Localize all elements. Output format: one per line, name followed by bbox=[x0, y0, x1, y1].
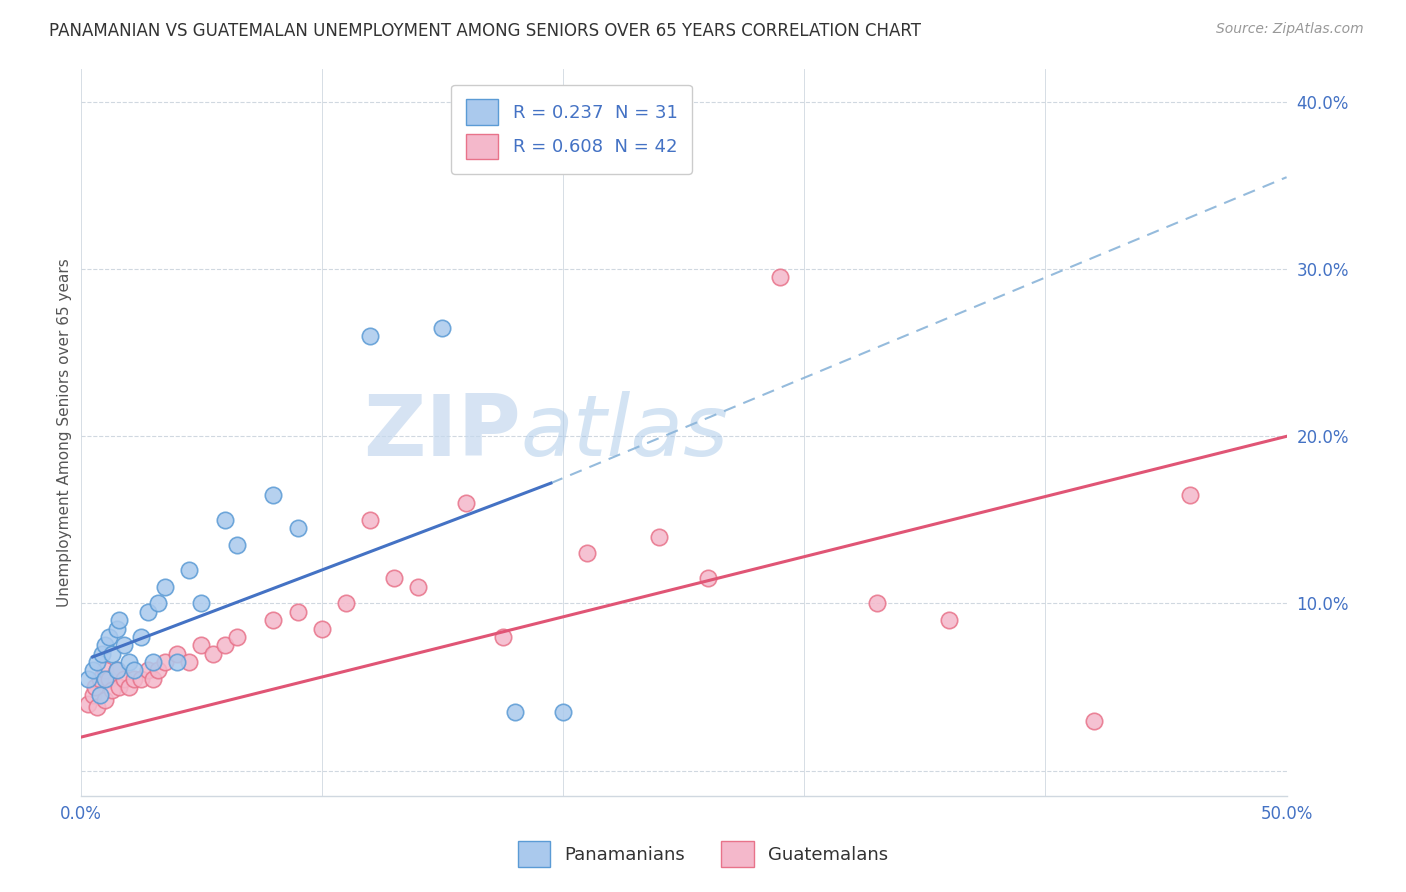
Point bbox=[129, 672, 152, 686]
Point bbox=[101, 647, 124, 661]
Point bbox=[76, 672, 98, 686]
Point bbox=[98, 672, 121, 686]
Legend: R = 0.237  N = 31, R = 0.608  N = 42: R = 0.237 N = 31, R = 0.608 N = 42 bbox=[451, 85, 692, 174]
Point bbox=[1083, 714, 1105, 728]
Point bbox=[91, 647, 114, 661]
Point bbox=[359, 329, 381, 343]
Point bbox=[108, 613, 131, 627]
Point bbox=[287, 605, 309, 619]
Point bbox=[287, 521, 309, 535]
Point bbox=[86, 700, 108, 714]
Point bbox=[136, 664, 159, 678]
Legend: Panamanians, Guatemalans: Panamanians, Guatemalans bbox=[510, 834, 896, 874]
Point bbox=[311, 622, 333, 636]
Point bbox=[177, 655, 200, 669]
Point bbox=[136, 605, 159, 619]
Point bbox=[108, 680, 131, 694]
Text: PANAMANIAN VS GUATEMALAN UNEMPLOYMENT AMONG SENIORS OVER 65 YEARS CORRELATION CH: PANAMANIAN VS GUATEMALAN UNEMPLOYMENT AM… bbox=[49, 22, 921, 40]
Point bbox=[146, 664, 169, 678]
Point bbox=[142, 655, 165, 669]
Point bbox=[432, 320, 454, 334]
Point bbox=[382, 571, 405, 585]
Point bbox=[166, 647, 188, 661]
Point bbox=[89, 689, 111, 703]
Point bbox=[166, 655, 188, 669]
Point bbox=[98, 630, 121, 644]
Point bbox=[86, 655, 108, 669]
Point bbox=[129, 630, 152, 644]
Point bbox=[406, 580, 429, 594]
Point bbox=[82, 664, 104, 678]
Point bbox=[491, 630, 513, 644]
Point bbox=[105, 664, 128, 678]
Point bbox=[122, 664, 145, 678]
Point bbox=[190, 638, 212, 652]
Point bbox=[89, 672, 111, 686]
Point bbox=[551, 705, 574, 719]
Point bbox=[938, 613, 960, 627]
Point bbox=[226, 538, 249, 552]
Point bbox=[93, 693, 115, 707]
Point bbox=[263, 488, 285, 502]
Point bbox=[576, 546, 599, 560]
Point bbox=[263, 613, 285, 627]
Point bbox=[76, 697, 98, 711]
Point bbox=[101, 683, 124, 698]
Point bbox=[202, 647, 225, 661]
Point bbox=[214, 638, 236, 652]
Point bbox=[226, 630, 249, 644]
Point bbox=[82, 689, 104, 703]
Point bbox=[214, 513, 236, 527]
Point bbox=[122, 672, 145, 686]
Point bbox=[769, 270, 792, 285]
Text: Source: ZipAtlas.com: Source: ZipAtlas.com bbox=[1216, 22, 1364, 37]
Point bbox=[865, 597, 887, 611]
Point bbox=[112, 672, 135, 686]
Point bbox=[153, 655, 176, 669]
Point bbox=[105, 622, 128, 636]
Y-axis label: Unemployment Among Seniors over 65 years: Unemployment Among Seniors over 65 years bbox=[58, 258, 72, 607]
Point bbox=[142, 672, 165, 686]
Point bbox=[335, 597, 357, 611]
Point bbox=[153, 580, 176, 594]
Text: ZIP: ZIP bbox=[363, 391, 520, 474]
Point bbox=[648, 530, 671, 544]
Point bbox=[84, 680, 107, 694]
Point bbox=[93, 638, 115, 652]
Point bbox=[118, 680, 141, 694]
Point bbox=[112, 638, 135, 652]
Point bbox=[1178, 488, 1201, 502]
Point bbox=[177, 563, 200, 577]
Point bbox=[456, 496, 478, 510]
Point bbox=[190, 597, 212, 611]
Point bbox=[503, 705, 526, 719]
Point bbox=[93, 664, 115, 678]
Point bbox=[359, 513, 381, 527]
Point bbox=[146, 597, 169, 611]
Point bbox=[118, 655, 141, 669]
Point bbox=[105, 664, 128, 678]
Point bbox=[696, 571, 718, 585]
Text: atlas: atlas bbox=[520, 391, 728, 474]
Point bbox=[93, 672, 115, 686]
